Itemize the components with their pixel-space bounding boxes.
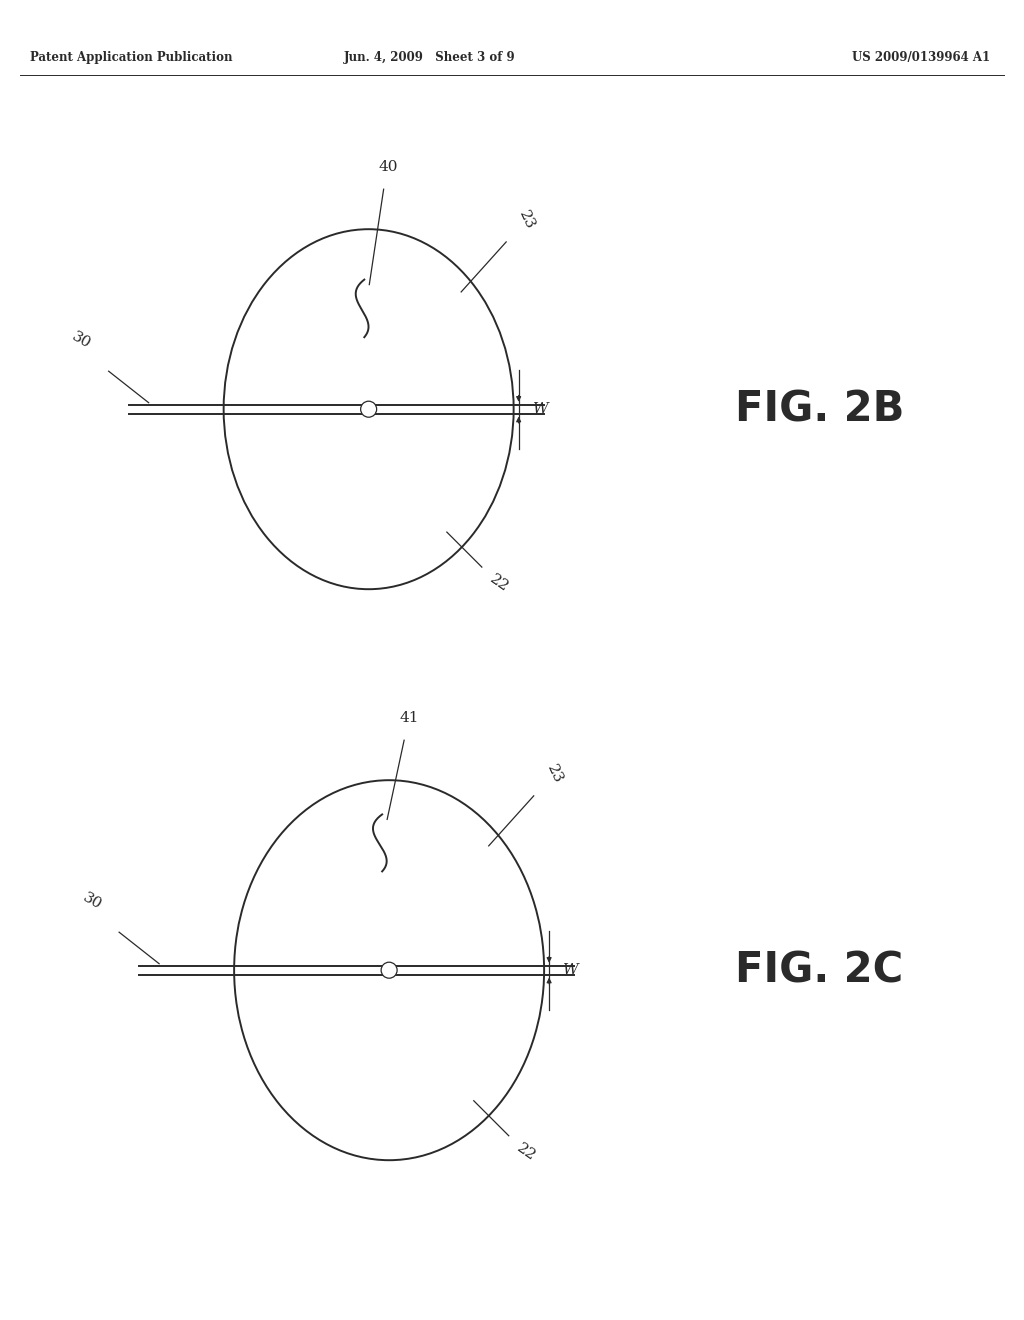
Ellipse shape [223, 230, 514, 589]
Text: Jun. 4, 2009   Sheet 3 of 9: Jun. 4, 2009 Sheet 3 of 9 [344, 51, 516, 65]
Text: Patent Application Publication: Patent Application Publication [30, 51, 232, 65]
Circle shape [381, 962, 397, 978]
Text: W: W [563, 964, 579, 977]
Text: 41: 41 [399, 711, 419, 725]
Text: US 2009/0139964 A1: US 2009/0139964 A1 [852, 51, 990, 65]
Text: 23: 23 [516, 209, 537, 232]
Text: 22: 22 [514, 1140, 538, 1163]
Text: 23: 23 [544, 763, 564, 785]
Ellipse shape [234, 780, 544, 1160]
Text: 30: 30 [80, 891, 104, 912]
Text: FIG. 2B: FIG. 2B [734, 388, 904, 430]
Text: FIG. 2C: FIG. 2C [735, 949, 903, 991]
Text: 30: 30 [70, 330, 93, 351]
Text: W: W [532, 403, 548, 416]
Text: 40: 40 [379, 160, 398, 174]
Text: 22: 22 [486, 572, 511, 595]
Circle shape [360, 401, 377, 417]
